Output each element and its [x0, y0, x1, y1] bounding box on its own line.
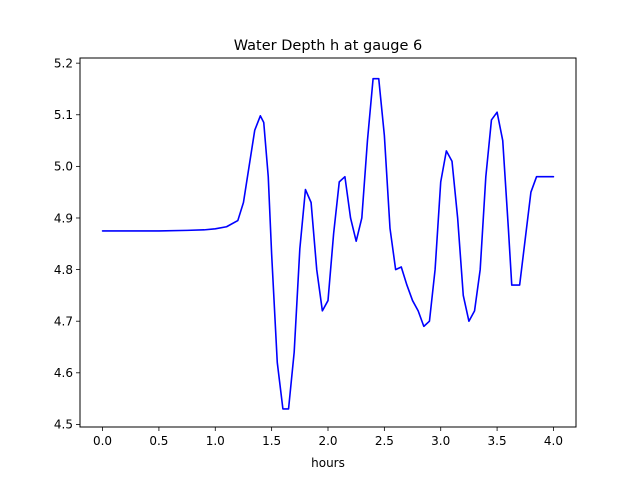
y-tick-label: 4.7: [54, 315, 73, 329]
chart-title: Water Depth h at gauge 6: [234, 38, 422, 54]
x-tick-label: 2.0: [318, 434, 337, 448]
plot-background: [80, 58, 576, 427]
y-tick-label: 5.1: [54, 108, 73, 122]
x-tick-label: 2.5: [375, 434, 394, 448]
y-tick-label: 5.0: [54, 160, 73, 174]
y-tick-label: 4.5: [54, 418, 73, 432]
series-line-0: [101, 77, 555, 410]
y-axis-ticks: 4.5 4.6 4.7 4.8 4.9 5.0 5.1 5.2: [54, 56, 80, 432]
y-tick-label: 5.2: [54, 56, 73, 70]
x-tick-label: 0.0: [93, 434, 112, 448]
x-tick-label: 1.5: [262, 434, 281, 448]
x-tick-label: 0.5: [149, 434, 168, 448]
x-axis-title: hours: [311, 456, 345, 470]
x-tick-label: 1.0: [206, 434, 225, 448]
y-tick-label: 4.8: [54, 263, 73, 277]
x-axis-ticks: 0.0 0.5 1.0 1.5 2.0 2.5 3.0 3.5 4.0: [93, 427, 563, 448]
x-tick-label: 3.5: [488, 434, 507, 448]
y-tick-label: 4.6: [54, 366, 73, 380]
x-tick-label: 4.0: [544, 434, 563, 448]
x-tick-label: 3.0: [431, 434, 450, 448]
plot-area: [79, 57, 577, 428]
y-tick-label: 4.9: [54, 211, 73, 225]
